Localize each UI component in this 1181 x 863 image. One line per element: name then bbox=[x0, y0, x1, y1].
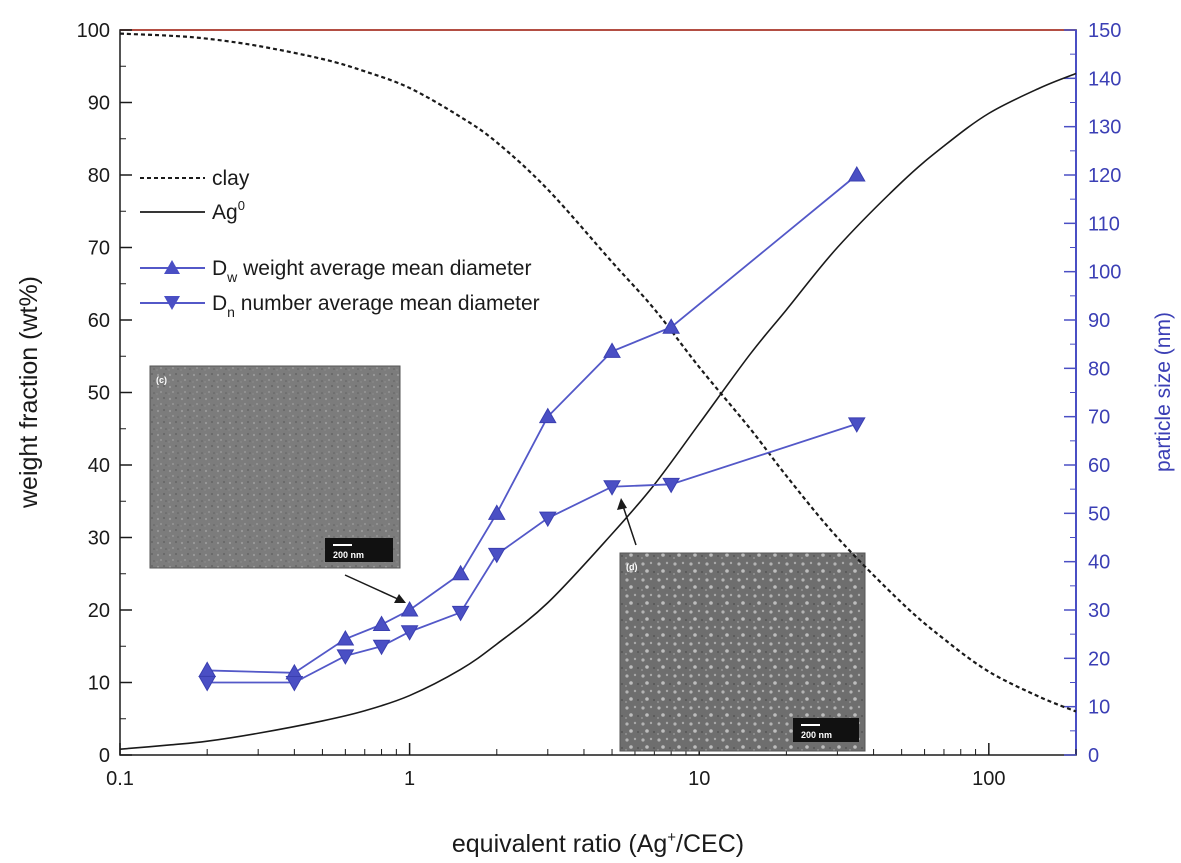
y-left-tick-label: 70 bbox=[88, 238, 110, 260]
series-layer bbox=[119, 32, 1077, 750]
series-dn-marker bbox=[487, 547, 506, 564]
legend-dw-text: weight average mean diameter bbox=[237, 257, 531, 280]
arrow-c-head bbox=[394, 594, 406, 603]
arrow-d-line bbox=[622, 505, 637, 546]
series-dw-marker bbox=[603, 342, 621, 358]
y-right-tick-label: 80 bbox=[1088, 358, 1110, 380]
y-left-tick-label: 30 bbox=[88, 528, 110, 550]
series-dn-marker bbox=[198, 676, 217, 692]
series-dw-marker bbox=[451, 564, 470, 581]
inset-c: (c) 200 nm bbox=[149, 365, 401, 569]
y-left-tick-label: 40 bbox=[88, 455, 110, 477]
legend-ag-base: Ag bbox=[212, 201, 238, 224]
inset-d: (d) 200 nm bbox=[619, 552, 866, 752]
series-dw-marker bbox=[336, 629, 355, 646]
inset-c-scale-box bbox=[325, 538, 393, 562]
x-axis-title: equivalent ratio (Ag+/CEC) bbox=[452, 829, 744, 858]
y-left-tick-label: 10 bbox=[88, 673, 110, 695]
series-dw-marker bbox=[538, 407, 557, 424]
y-axis-title-right: particle size (nm) bbox=[1152, 312, 1175, 472]
series-dw-marker bbox=[372, 615, 391, 631]
series-dn-marker bbox=[285, 676, 304, 692]
inset-d-scale-box bbox=[793, 718, 859, 742]
inset-c-image bbox=[149, 365, 401, 569]
y-axis-title-left: weight fraction (wt%) bbox=[15, 276, 43, 509]
inset-c-label: (c) bbox=[156, 375, 167, 385]
legend-ag-sup: 0 bbox=[238, 198, 245, 213]
series-dn-marker bbox=[538, 511, 557, 528]
series-dn-marker bbox=[336, 649, 355, 665]
arrow-d-head bbox=[617, 498, 627, 510]
x-tick-label: 10 bbox=[688, 768, 710, 790]
inset-c-scale-label: 200 nm bbox=[333, 550, 364, 560]
y-right-tick-label: 110 bbox=[1088, 213, 1120, 235]
legend-dn-base: D bbox=[212, 292, 227, 315]
series-dw-marker bbox=[662, 318, 681, 334]
inset-arrows bbox=[344, 498, 637, 603]
y-right-tick-label: 150 bbox=[1088, 20, 1121, 42]
y-right-tick-label: 140 bbox=[1088, 68, 1121, 90]
y-right-tick-label: 90 bbox=[1088, 310, 1110, 332]
x-axis-title-post: /CEC) bbox=[676, 830, 744, 858]
y-left-tick-label: 0 bbox=[99, 745, 110, 767]
y-right-tick-label: 50 bbox=[1088, 503, 1110, 525]
series-dn-marker bbox=[400, 625, 419, 641]
legend-dn-label: Dn number average mean diameter bbox=[212, 292, 540, 320]
y-right-tick-label: 100 bbox=[1088, 262, 1121, 284]
y-right-tick-label: 20 bbox=[1088, 648, 1110, 670]
y-right-tick-label: 40 bbox=[1088, 552, 1110, 574]
series-clay-curve bbox=[119, 32, 1077, 713]
series-dw-marker bbox=[198, 661, 217, 677]
y-left-tick-label: 80 bbox=[88, 165, 110, 187]
series-dw-marker bbox=[847, 165, 866, 182]
y-right-tick-label: 60 bbox=[1088, 455, 1110, 477]
y-left-tick-label: 20 bbox=[88, 600, 110, 622]
legend-dw-base: D bbox=[212, 257, 227, 280]
inset-d-label: (d) bbox=[626, 562, 638, 572]
series-dn-marker bbox=[662, 477, 681, 494]
x-tick-label: 1 bbox=[404, 768, 415, 790]
series-ag-curve bbox=[119, 72, 1077, 750]
series-dn-marker bbox=[603, 480, 621, 496]
legend-ag-label: Ag0 bbox=[212, 198, 245, 224]
legend-dw-marker bbox=[164, 260, 180, 274]
ticks-layer: 0.1 1 10 1000102030405060708090100010203040… bbox=[77, 20, 1122, 790]
y-right-tick-label: 0 bbox=[1088, 745, 1099, 767]
inset-d-scale-label: 200 nm bbox=[801, 730, 832, 740]
series-dw-marker bbox=[487, 504, 506, 520]
y-right-tick-label: 120 bbox=[1088, 165, 1121, 187]
y-right-tick-label: 30 bbox=[1088, 600, 1110, 622]
legend-dw-sub: w bbox=[226, 269, 238, 285]
x-tick-label: 0.1 bbox=[106, 768, 134, 790]
y-left-tick-label: 50 bbox=[88, 383, 110, 405]
arrow-c-line bbox=[344, 574, 401, 601]
series-dn-marker bbox=[372, 639, 391, 656]
legend-dn-text: number average mean diameter bbox=[235, 292, 540, 315]
y-left-tick-label: 100 bbox=[77, 20, 110, 42]
y-right-tick-label: 70 bbox=[1088, 407, 1110, 429]
x-tick-label: 100 bbox=[972, 768, 1005, 790]
series-dn-marker bbox=[451, 605, 470, 622]
legend-dw-label: Dw weight average mean diameter bbox=[212, 257, 531, 285]
x-axis-title-pre: equivalent ratio (Ag bbox=[452, 830, 667, 858]
legend-clay-label: clay bbox=[212, 167, 250, 190]
legend-dn-marker bbox=[164, 296, 180, 310]
legend-dn-sub: n bbox=[227, 304, 235, 320]
series-dn-marker bbox=[847, 417, 866, 433]
x-axis-title-sup: + bbox=[667, 829, 676, 846]
y-left-tick-label: 90 bbox=[88, 93, 110, 115]
y-right-tick-label: 130 bbox=[1088, 117, 1121, 139]
series-dw-marker bbox=[400, 600, 419, 617]
y-left-tick-label: 60 bbox=[88, 310, 110, 332]
legend: clay Ag0 Dw weight average mean diameter… bbox=[140, 167, 540, 320]
y-right-tick-label: 10 bbox=[1088, 697, 1110, 719]
